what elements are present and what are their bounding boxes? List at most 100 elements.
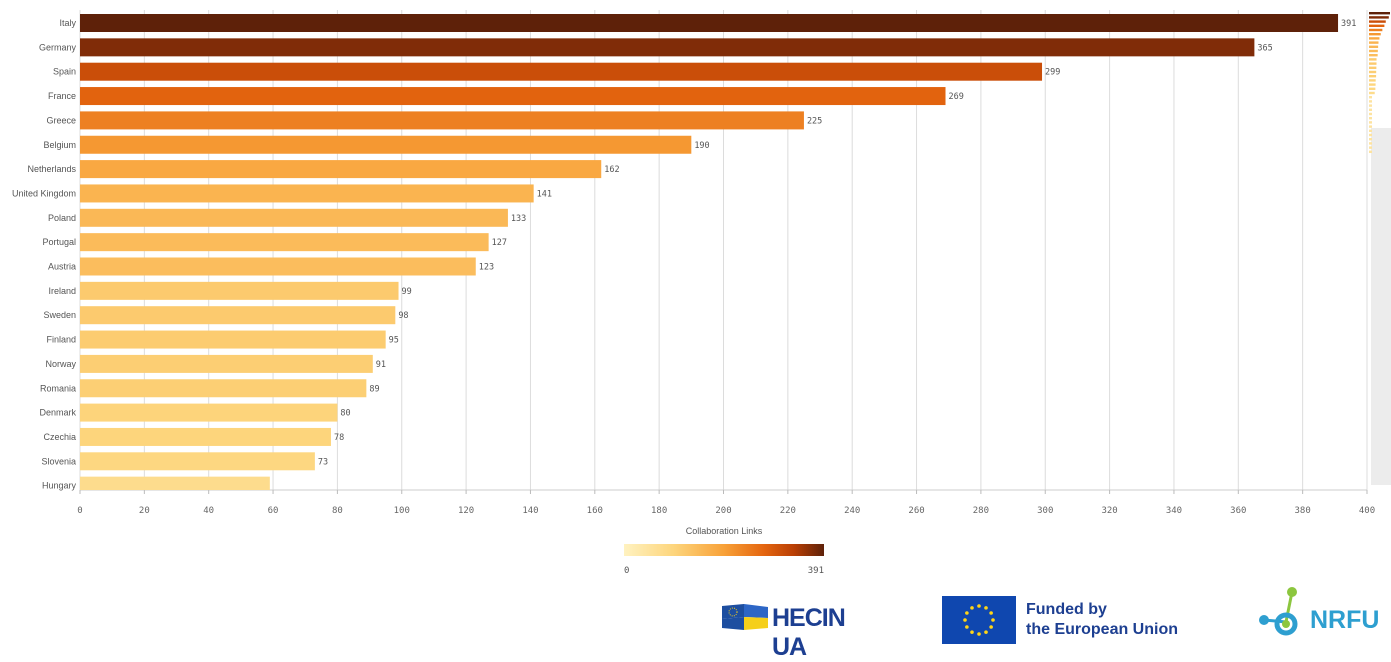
color-legend-bar [624, 544, 824, 556]
minimap-bar [1369, 20, 1386, 23]
x-tick-label: 40 [203, 506, 214, 516]
star-icon [965, 611, 969, 615]
minimap-bar [1369, 112, 1372, 116]
data-label: 89 [369, 384, 379, 394]
minimap-bar [1369, 91, 1375, 95]
x-tick-label: 120 [458, 506, 474, 516]
minimap-bar [1369, 87, 1376, 90]
category-label: Germany [39, 42, 77, 52]
data-label: 80 [340, 409, 350, 419]
bar[interactable] [80, 14, 1339, 32]
category-label: Poland [48, 213, 76, 223]
data-label: 99 [402, 287, 412, 297]
x-tick-label: 360 [1230, 506, 1246, 516]
x-tick-label: 80 [332, 506, 343, 516]
x-tick-label: 160 [587, 506, 603, 516]
eu-ua-flag-icon [722, 604, 768, 630]
minimap-bar [1369, 58, 1377, 61]
minimap-bar [1369, 146, 1372, 149]
bar[interactable] [80, 379, 367, 398]
minimap-bar [1369, 33, 1381, 36]
data-label: 95 [389, 336, 399, 346]
bar[interactable] [80, 330, 386, 349]
category-label: Italy [59, 18, 76, 28]
category-label: Hungary [42, 481, 77, 491]
data-label: 225 [807, 116, 822, 126]
bar[interactable] [80, 306, 396, 325]
data-label: 141 [537, 189, 552, 199]
bar[interactable] [80, 257, 476, 276]
bar[interactable] [80, 281, 399, 300]
data-label: 98 [398, 311, 408, 321]
category-label: Portugal [42, 237, 76, 247]
minimap-bar [1369, 96, 1372, 99]
bar[interactable] [80, 38, 1255, 57]
bar[interactable] [80, 427, 331, 446]
bar[interactable] [80, 208, 508, 227]
category-label: Spain [53, 67, 76, 77]
bar[interactable] [80, 476, 270, 490]
color-legend-max: 391 [808, 566, 824, 576]
minimap-bar [1369, 138, 1372, 141]
minimap-bar [1369, 16, 1389, 19]
x-tick-label: 220 [780, 506, 796, 516]
minimap-bar [1369, 150, 1372, 153]
x-tick-label: 280 [973, 506, 989, 516]
x-axis-ticks: 0 20 40 60 80 100 120 140 160 180 200 220 240 260 280 3… [77, 490, 1375, 516]
eu-funding-logo: Funded by the European Union [942, 596, 1202, 644]
category-label: Romania [40, 383, 76, 393]
category-label: Sweden [43, 310, 76, 320]
bars [80, 14, 1339, 490]
category-label: United Kingdom [12, 188, 76, 198]
star-icon [963, 618, 967, 622]
star-icon [989, 625, 993, 629]
bar[interactable] [80, 233, 489, 252]
category-label: Belgium [43, 140, 76, 150]
x-tick-label: 300 [1037, 506, 1053, 516]
minimap-bar [1369, 117, 1372, 120]
star-icon [970, 606, 974, 610]
minimap-bar [1369, 62, 1377, 65]
minimap-bar [1369, 133, 1372, 137]
data-label: 365 [1257, 43, 1272, 53]
x-tick-label: 240 [844, 506, 860, 516]
data-label: 190 [694, 141, 709, 151]
x-tick-label: 180 [651, 506, 667, 516]
minimap-bar [1369, 37, 1380, 40]
bar[interactable] [80, 354, 373, 373]
minimap-bar [1369, 83, 1376, 86]
x-tick-label: 100 [394, 506, 410, 516]
nrfu-logo: NRFU [1256, 584, 1391, 644]
bar[interactable] [80, 160, 602, 179]
minimap-bar [1369, 24, 1385, 27]
minimap-bar [1369, 100, 1372, 103]
minimap-bar [1369, 12, 1390, 15]
category-label: Finland [46, 335, 76, 345]
bar[interactable] [80, 135, 692, 154]
star-icon [991, 618, 995, 622]
eu-text-line1: Funded by [1026, 601, 1107, 618]
minimap-bar [1369, 49, 1378, 53]
minimap-bar [1369, 54, 1378, 57]
x-axis-title: Collaboration Links [686, 526, 763, 536]
category-label: Czechia [43, 432, 76, 442]
category-label: Slovenia [41, 456, 76, 466]
minimap-bars [1369, 12, 1390, 153]
bar[interactable] [80, 62, 1043, 81]
bar-chart: Italy Germany Spain France Greece Belgium Neth… [12, 10, 1391, 576]
data-label: 391 [1341, 19, 1356, 29]
x-tick-label: 20 [139, 506, 150, 516]
bar[interactable] [80, 452, 315, 471]
bar[interactable] [80, 184, 534, 203]
x-tick-label: 0 [77, 506, 82, 516]
minimap-bar [1369, 28, 1383, 32]
bar[interactable] [80, 87, 946, 106]
eu-text-line2: the European Union [1026, 621, 1178, 638]
data-label: 133 [511, 214, 526, 224]
nrfu-molecule-icon [1259, 587, 1298, 636]
minimap-bar [1369, 121, 1372, 124]
star-icon [977, 632, 981, 636]
bar[interactable] [80, 403, 338, 422]
bar[interactable] [80, 111, 804, 130]
scroll-minimap[interactable] [1368, 10, 1391, 485]
